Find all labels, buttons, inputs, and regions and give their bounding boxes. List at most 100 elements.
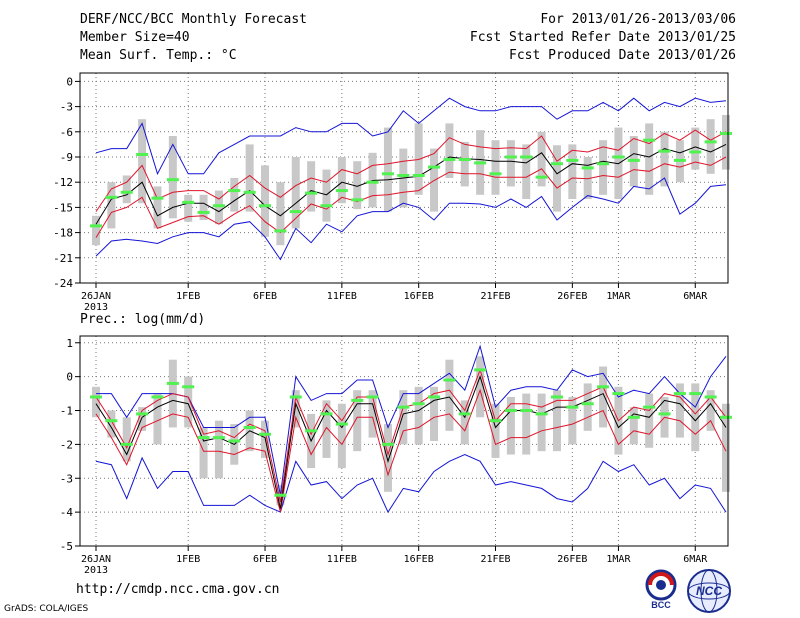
x-tick-label: 21FEB: [480, 554, 510, 565]
x-tick-label: 21FEB: [480, 291, 510, 302]
x-tick-label: 16FEB: [404, 291, 434, 302]
y-tick-label: -2: [60, 438, 73, 451]
median-marker: [105, 419, 118, 423]
median-marker: [597, 385, 610, 389]
median-marker: [320, 412, 333, 416]
box-bar: [691, 127, 700, 170]
median-marker: [627, 415, 640, 419]
median-marker: [520, 409, 533, 413]
bcc-logo-text: BCC: [651, 600, 671, 610]
median-marker: [228, 189, 241, 193]
box-bar: [414, 386, 423, 445]
box-bar: [353, 390, 362, 452]
box-bar: [460, 400, 469, 445]
header-line-1-left: DERF/NCC/BCC Monthly Forecast: [80, 12, 307, 27]
box-bar: [722, 403, 730, 492]
median-marker: [458, 412, 471, 416]
box-bar: [184, 376, 193, 428]
median-marker: [243, 425, 256, 429]
median-marker: [381, 442, 394, 446]
box-bar: [322, 169, 331, 222]
box-bar: [122, 175, 131, 204]
header-line-1-right: For 2013/01/26-2013/03/06: [540, 12, 736, 27]
header-line-2-right: Fcst Started Refer Date 2013/01/25: [469, 30, 736, 45]
box-bar: [476, 356, 485, 418]
box-bar: [522, 393, 531, 455]
box-bar: [138, 119, 147, 204]
box-bar: [153, 186, 162, 229]
median-marker: [274, 493, 287, 497]
median-marker: [105, 195, 118, 199]
median-marker: [335, 189, 348, 193]
chart-panel-1: 0 -3 -6 -9 -12 -15 -18 -21 -24 26JAN 1FEB 6FEB 11FEB…: [53, 72, 732, 313]
box-bar: [291, 157, 300, 229]
x-tick-label: 6MAR: [683, 291, 708, 302]
box-bar: [138, 407, 147, 431]
box-bar: [245, 144, 254, 212]
median-marker: [151, 395, 164, 399]
median-marker: [504, 155, 517, 159]
median-marker: [90, 395, 102, 399]
chart-panel-2: Prec.: log(mm/d) 1 0 -1 -2 -3 -4 -5 26JAN 1FEB 6FE…: [60, 312, 732, 576]
median-marker: [566, 158, 579, 162]
median-marker: [535, 175, 548, 179]
plot-frame: [79, 72, 729, 284]
box-bar: [568, 144, 577, 199]
x-tick-label: 26JAN: [81, 554, 111, 565]
y-tick-label: -4: [60, 506, 74, 519]
box-bar: [706, 119, 715, 174]
header-line-3-left: Mean Surf. Temp.: °C: [80, 48, 237, 63]
median-marker: [627, 158, 640, 162]
median-marker: [305, 191, 318, 195]
box-bar: [122, 417, 131, 462]
box-bar: [445, 359, 454, 431]
box-bar: [399, 390, 408, 445]
ncc-logo-text: NCC: [696, 584, 722, 598]
y-tick-label: -21: [53, 252, 73, 265]
box-bar: [261, 165, 270, 237]
median-marker: [366, 395, 379, 399]
header-line-3-right: Fcst Produced Date 2013/01/26: [509, 48, 736, 63]
box-bar: [537, 393, 546, 452]
box-bar: [214, 420, 223, 479]
median-marker: [704, 140, 717, 144]
x-tick-label: 26JAN: [81, 291, 111, 302]
x-year-label: 2013: [84, 302, 108, 313]
median-marker: [197, 436, 210, 440]
median-marker: [720, 415, 732, 419]
lower-inner-line: [95, 156, 727, 238]
chart-title: Prec.: log(mm/d): [80, 312, 205, 327]
x-tick-label: 26FEB: [557, 554, 587, 565]
x-year-label: 2013: [84, 565, 108, 576]
y-tick-label: -12: [53, 176, 73, 189]
median-marker: [412, 402, 425, 406]
y-tick-label: -3: [60, 101, 73, 114]
median-marker: [428, 165, 441, 169]
x-tick-label: 6FEB: [253, 554, 277, 565]
median-marker: [412, 173, 425, 177]
median-marker: [458, 158, 471, 162]
ncc-logo: NCC: [687, 569, 731, 613]
median-marker: [259, 204, 272, 208]
box-bar: [675, 383, 684, 438]
median-marker: [535, 412, 548, 416]
box-bar: [691, 383, 700, 452]
median-marker: [212, 436, 225, 440]
median-marker: [428, 395, 441, 399]
median-marker: [597, 162, 610, 166]
median-marker: [658, 412, 671, 416]
median-marker: [474, 161, 487, 165]
box-bar: [353, 161, 362, 210]
footer-url[interactable]: http://cmdp.ncc.cma.gov.cn: [76, 582, 280, 597]
median-marker: [305, 429, 318, 433]
plot-frame: [79, 335, 729, 547]
box-bar: [552, 145, 561, 212]
median-marker: [658, 149, 671, 153]
median-marker: [550, 395, 563, 399]
box-bar: [491, 403, 500, 458]
y-tick-label: 1: [66, 337, 73, 350]
box-bar: [660, 131, 669, 187]
x-tick-label: 6MAR: [683, 554, 708, 565]
box-bar: [337, 403, 346, 469]
grads-credit: GrADS: COLA/IGES: [4, 604, 89, 614]
